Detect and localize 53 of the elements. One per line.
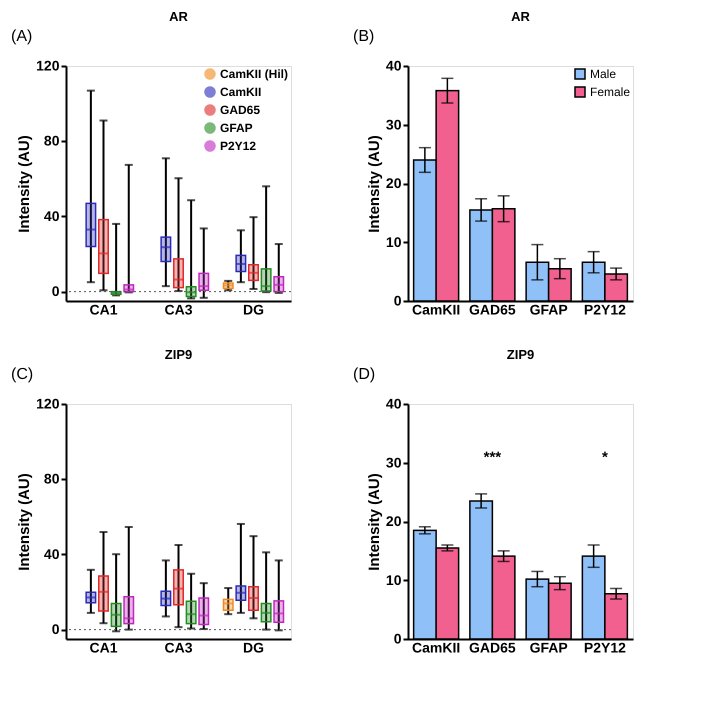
text: (D) [353, 366, 376, 383]
x-tick-label: CamKII [412, 302, 460, 318]
annotation: *** [484, 449, 502, 466]
y-tick-label: 120 [36, 58, 60, 74]
x-tick-label: CA3 [164, 640, 193, 656]
x-tick-label: CA1 [89, 640, 118, 656]
y-tick-label: 0 [394, 292, 402, 308]
y-axis-title: Intensity (AU) [366, 473, 383, 571]
x-tick-label: GFAP [530, 302, 568, 318]
x-tick-label: DG [243, 640, 264, 656]
legend-label: CamKII (Hil) [220, 67, 288, 81]
y-tick-label: 40 [44, 208, 60, 224]
x-tick-label: CA1 [89, 302, 118, 318]
y-tick-label: 40 [44, 546, 60, 562]
y-axis-title: Intensity (AU) [366, 135, 383, 233]
y-tick-label: 120 [36, 396, 60, 412]
annotation: * [602, 449, 608, 466]
y-axis-title: Intensity (AU) [16, 135, 34, 233]
x-tick-label: DG [243, 302, 264, 318]
y-tick-label: 30 [386, 116, 402, 132]
x-tick-label: GFAP [530, 640, 568, 656]
x-tick-label: P2Y12 [584, 302, 626, 318]
legend-label: GFAP [220, 121, 253, 135]
y-tick-label: 0 [394, 630, 402, 646]
text: (A) [11, 28, 32, 45]
y-tick-label: 0 [52, 621, 60, 638]
y-tick-label: 30 [386, 454, 402, 470]
y-tick-label: 20 [386, 513, 402, 529]
y-tick-label: 10 [386, 572, 402, 588]
legend-label: P2Y12 [220, 139, 256, 153]
legend-label: Male [590, 67, 616, 81]
chart-title: AR [169, 9, 188, 24]
legend-label: CamKII [220, 85, 262, 99]
text: (B) [353, 28, 374, 45]
legend-label: Female [590, 85, 630, 99]
chart-title: ZIP9 [506, 347, 534, 362]
chart-title: AR [511, 9, 530, 24]
chart-title: ZIP9 [164, 347, 192, 362]
x-tick-label: CamKII [412, 640, 460, 656]
y-tick-label: 80 [44, 132, 60, 149]
x-tick-label: GAD65 [469, 302, 516, 318]
x-tick-label: CA3 [164, 302, 193, 318]
text: (C) [11, 366, 34, 383]
y-tick-label: 80 [44, 470, 60, 487]
y-axis-title: Intensity (AU) [16, 473, 34, 571]
x-tick-label: GAD65 [469, 640, 516, 656]
y-tick-label: 40 [386, 58, 402, 74]
legend-label: GAD65 [220, 103, 260, 117]
x-tick-label: P2Y12 [584, 640, 626, 656]
y-tick-label: 0 [52, 283, 60, 300]
y-tick-label: 10 [386, 234, 402, 250]
y-tick-label: 40 [386, 396, 402, 412]
y-tick-label: 20 [386, 175, 402, 191]
